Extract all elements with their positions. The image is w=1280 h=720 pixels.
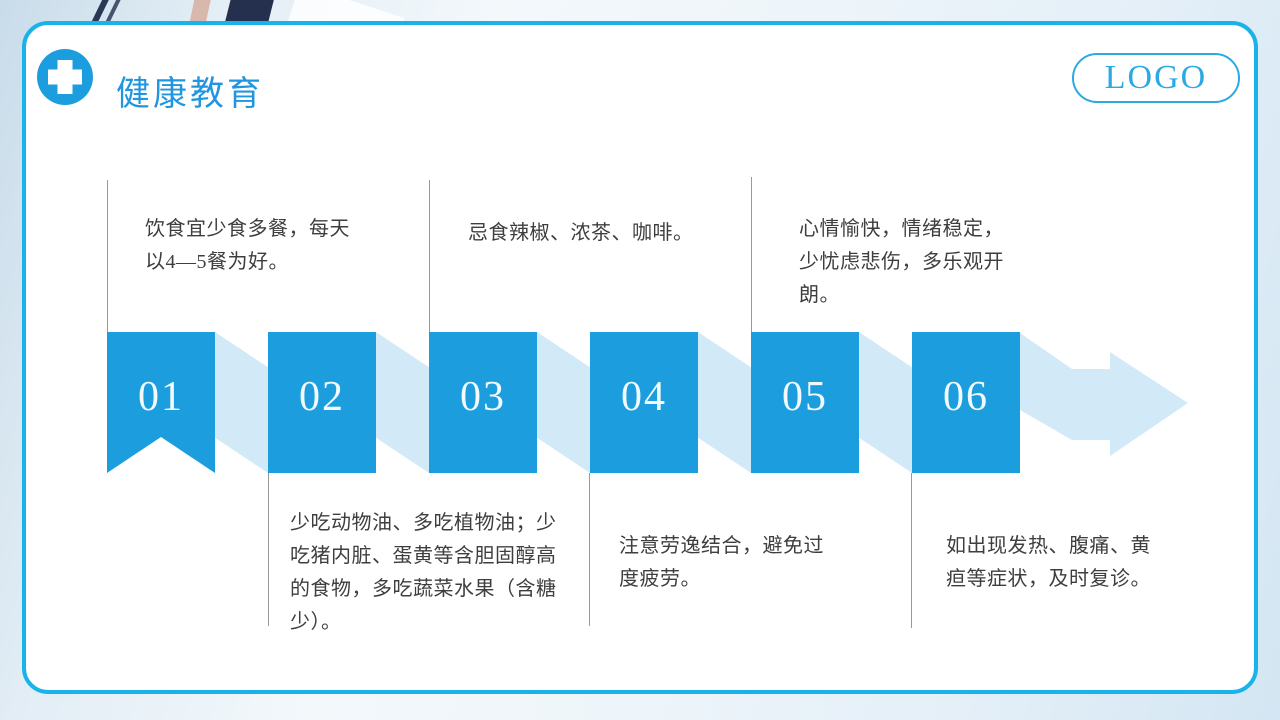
step-number: 02 bbox=[299, 373, 345, 420]
step-number: 03 bbox=[460, 373, 506, 420]
step-note-02: 少吃动物油、多吃植物油；少吃猪内脏、蛋黄等含胆固醇高的食物，多吃蔬菜水果（含糖少… bbox=[290, 512, 557, 633]
connector-line-step-05 bbox=[751, 177, 752, 332]
step-note-03: 忌食辣椒、浓茶、咖啡。 bbox=[468, 222, 694, 244]
arrow-right-icon bbox=[1020, 332, 1192, 465]
step-note-06: 如出现发热、腹痛、黄疸等症状，及时复诊。 bbox=[946, 535, 1151, 590]
logo-text: LOGO bbox=[1104, 59, 1208, 96]
step-note-04: 注意劳逸结合，避免过度疲劳。 bbox=[619, 535, 824, 590]
step-note-05: 心情愉快，情绪稳定，少忧虑悲伤，多乐观开朗。 bbox=[799, 218, 1004, 306]
logo-badge: LOGO bbox=[1072, 53, 1240, 103]
connector-line-step-06 bbox=[911, 473, 912, 628]
step-note-01: 饮食宜少食多餐，每天以4—5餐为好。 bbox=[145, 218, 350, 273]
timeline-step-box-03: 03 bbox=[429, 332, 537, 473]
step-number: 05 bbox=[782, 373, 828, 420]
page-title: 健康教育 bbox=[116, 76, 264, 113]
step-number: 04 bbox=[621, 373, 667, 420]
connector-line-step-02 bbox=[268, 473, 269, 626]
medical-cross-icon bbox=[37, 49, 93, 105]
timeline-step-box-04: 04 bbox=[590, 332, 698, 473]
step-number: 01 bbox=[138, 373, 184, 420]
timeline-step-box-06: 06 bbox=[912, 332, 1020, 473]
connector-line-step-04 bbox=[589, 473, 590, 626]
connector-line-step-01 bbox=[107, 180, 108, 332]
step-number: 06 bbox=[943, 373, 989, 420]
connector-line-step-03 bbox=[429, 180, 430, 332]
timeline-step-box-05: 05 bbox=[751, 332, 859, 473]
timeline-step-box-02: 02 bbox=[268, 332, 376, 473]
